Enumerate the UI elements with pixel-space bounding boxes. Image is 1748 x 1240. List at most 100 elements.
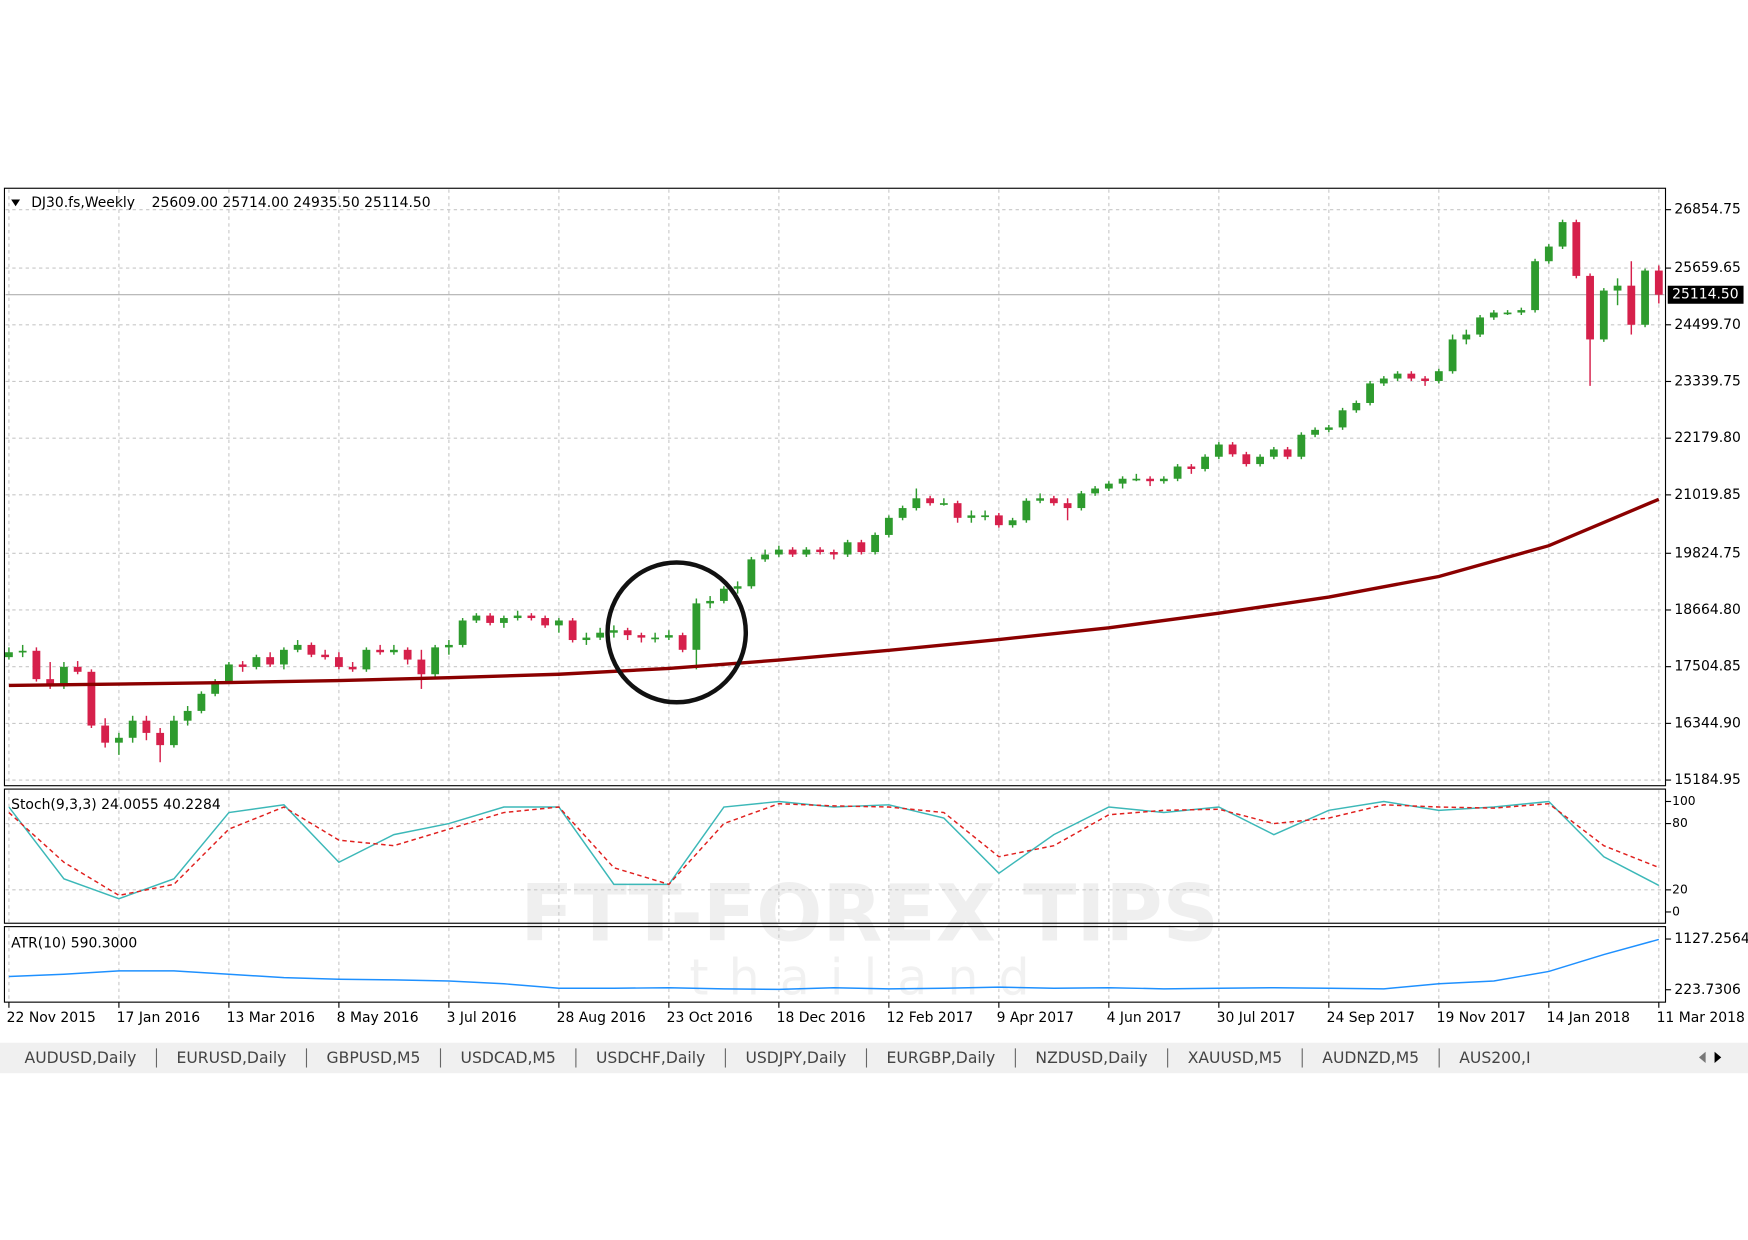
candle-body — [733, 586, 742, 589]
x-tick-label: 30 Jul 2017 — [1217, 1010, 1296, 1026]
candle-body — [678, 635, 687, 650]
candle-body — [568, 620, 577, 641]
candle-body — [953, 503, 962, 518]
candle-body — [321, 654, 330, 658]
candle-body — [197, 693, 206, 711]
y-tick-label: 16344.90 — [1674, 715, 1740, 731]
candle-body — [912, 498, 921, 509]
candle-body — [761, 554, 770, 560]
candle-body — [527, 615, 536, 619]
tab[interactable]: USDCAD,M5 — [461, 1048, 556, 1067]
candle-body — [1654, 270, 1663, 295]
main-panel — [3, 187, 1667, 787]
candle-body — [1132, 478, 1141, 481]
candle-body — [1063, 503, 1072, 509]
candle-body — [1008, 520, 1017, 526]
tab-scroll-left[interactable] — [1698, 1051, 1706, 1064]
candle-body — [981, 515, 990, 518]
y-tick-label: 19824.75 — [1674, 545, 1740, 561]
candle-body — [1393, 373, 1402, 379]
x-tick-label: 3 Jul 2016 — [447, 1010, 517, 1026]
candle-body — [170, 720, 178, 746]
moving-average — [8, 497, 1660, 688]
candle-body — [334, 657, 343, 667]
candle-body — [1572, 222, 1581, 276]
x-tick-label: 4 Jun 2017 — [1107, 1010, 1182, 1026]
candle-body — [183, 710, 192, 721]
candle-body — [46, 679, 55, 687]
x-tick-label: 14 Jan 2018 — [1547, 1010, 1630, 1026]
candle-body — [32, 650, 41, 680]
tab[interactable]: USDCHF,Daily — [596, 1048, 705, 1067]
x-tick-label: 19 Nov 2017 — [1437, 1010, 1526, 1026]
candle-body — [486, 615, 495, 623]
watermark: FTT-FOREX TIPS — [520, 867, 1218, 960]
y-tick-label: 80 — [1672, 816, 1688, 830]
candle-body — [541, 618, 550, 626]
candle-body — [458, 620, 467, 645]
candle-body — [843, 542, 852, 555]
candle-body — [1503, 312, 1512, 315]
candle-body — [376, 649, 385, 653]
candle-body — [706, 600, 715, 604]
tab[interactable]: USDJPY,Daily — [745, 1048, 846, 1067]
candle-body — [1407, 373, 1416, 379]
candle-body — [1159, 478, 1168, 482]
tab[interactable]: NZDUSD,Daily — [1035, 1048, 1147, 1067]
tab-bar — [0, 1042, 1748, 1074]
x-tick-label: 28 Aug 2016 — [557, 1010, 646, 1026]
candle-body — [1324, 427, 1333, 430]
tab[interactable]: XAUUSD,M5 — [1188, 1048, 1282, 1067]
candle-body — [348, 666, 357, 670]
tab[interactable]: AUDUSD,Daily — [25, 1048, 137, 1067]
candle-body — [1214, 444, 1223, 457]
tab[interactable]: EURUSD,Daily — [177, 1048, 287, 1067]
candle-body — [115, 737, 123, 743]
candle-body — [871, 534, 880, 553]
candle-body — [1476, 317, 1484, 335]
candle-body — [60, 666, 68, 687]
candle-body — [1599, 290, 1608, 340]
candle-body — [1228, 444, 1237, 455]
candle-body — [1489, 312, 1498, 318]
candle-body — [417, 659, 426, 675]
plot-layer: 22 Nov 2015 17 Jan 2016 13 Mar 2016 8 May 2… — [5, 189, 1748, 1068]
candle-body — [211, 681, 220, 694]
candle-body — [1091, 488, 1100, 494]
candle-body — [1297, 434, 1306, 457]
candle-body — [554, 620, 563, 626]
stoch-d — [8, 802, 1660, 897]
candle-body — [1641, 270, 1649, 325]
candle-body — [802, 549, 811, 555]
candle-body — [1613, 285, 1622, 291]
tab[interactable]: GBPUSD,M5 — [327, 1048, 421, 1067]
candle-body — [1104, 483, 1113, 489]
candle-body — [1531, 261, 1539, 311]
y-tick-label: 22179.80 — [1674, 430, 1740, 446]
tab[interactable]: AUS200,I — [1459, 1048, 1530, 1067]
candle-body — [293, 644, 302, 650]
symbol: DJ30.fs,Weekly — [31, 195, 135, 211]
candle-body — [1366, 383, 1374, 403]
candle-body — [1379, 378, 1388, 384]
candle-body — [816, 549, 825, 553]
y-tick-label: 15184.95 — [1674, 772, 1740, 788]
tab[interactable]: EURGBP,Daily — [887, 1048, 996, 1067]
y-tick-label: 24499.70 — [1674, 317, 1740, 333]
candle-body — [1448, 339, 1457, 372]
candle-body — [279, 649, 288, 665]
y-tick-label: 25659.65 — [1674, 260, 1740, 276]
candle-body — [1421, 378, 1429, 381]
tab[interactable]: AUDNZD,M5 — [1322, 1048, 1419, 1067]
y-tick-label: 20 — [1672, 882, 1688, 896]
candle-body — [1586, 275, 1594, 340]
x-tick-label: 22 Nov 2015 — [7, 1010, 96, 1026]
candle-body — [1187, 466, 1196, 469]
candle-body — [1173, 466, 1182, 479]
tab-scroll-right[interactable] — [1714, 1051, 1722, 1064]
watermark-sub: thailand — [689, 948, 1049, 1006]
candle-body — [499, 618, 508, 623]
candle-body — [1049, 498, 1058, 504]
